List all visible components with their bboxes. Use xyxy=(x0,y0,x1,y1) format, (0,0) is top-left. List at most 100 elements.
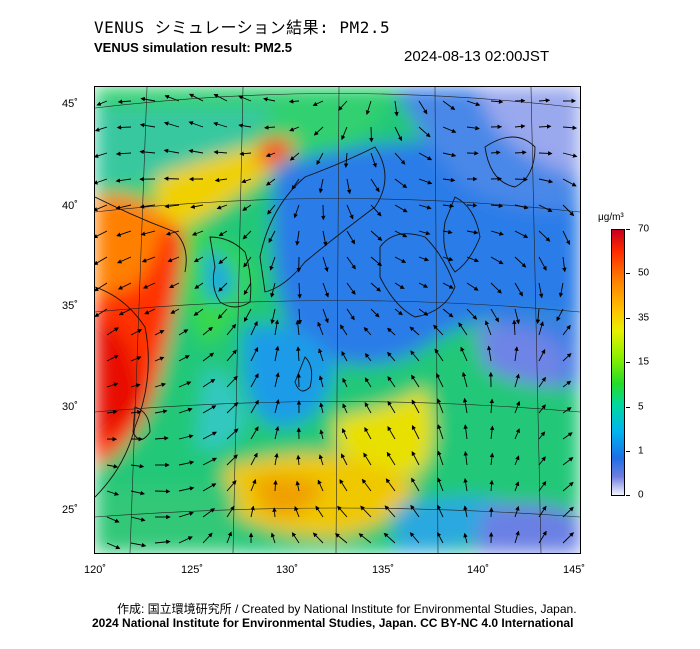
wind-arrow xyxy=(143,282,156,289)
wind-arrow xyxy=(562,532,574,544)
wind-arrow xyxy=(322,282,329,298)
wind-arrow xyxy=(243,256,252,268)
wind-arrow xyxy=(514,428,520,440)
wind-arrow xyxy=(106,382,119,388)
wind-arrow xyxy=(130,356,142,362)
wind-arrow xyxy=(489,425,495,440)
wind-arrow xyxy=(442,203,455,209)
wind-arrow xyxy=(418,152,433,161)
wind-arrow xyxy=(193,308,204,316)
wind-arrow xyxy=(272,507,277,518)
wind-arrow xyxy=(490,150,501,155)
wind-arrow xyxy=(562,380,572,388)
wind-arrow xyxy=(178,381,192,388)
wind-arrow xyxy=(106,409,118,415)
wind-arrow xyxy=(489,452,495,466)
wind-arrow xyxy=(538,124,552,129)
wind-arrow xyxy=(118,308,132,316)
wind-arrow xyxy=(466,256,479,263)
wind-arrow xyxy=(342,377,348,388)
wind-arrow xyxy=(489,398,495,414)
wind-arrow xyxy=(370,152,377,168)
wind-arrow xyxy=(394,126,403,142)
wind-arrow xyxy=(270,282,276,298)
wind-arrow xyxy=(394,230,408,238)
title-japanese: VENUS シミュレーション結果: PM2.5 xyxy=(94,18,391,37)
lat-label-25: 25˚ xyxy=(62,504,78,516)
wind-arrow xyxy=(394,178,408,189)
wind-arrow xyxy=(178,536,193,544)
wind-arrow xyxy=(385,478,396,492)
wind-arrow xyxy=(250,373,259,388)
wind-arrow xyxy=(346,178,352,195)
wind-arrow xyxy=(514,282,523,297)
wind-arrow xyxy=(466,230,479,235)
wind-arrow xyxy=(95,204,108,212)
wind-arrow xyxy=(556,308,564,322)
wind-arrow xyxy=(202,431,217,440)
colorbar-label-35: 35 xyxy=(638,312,650,324)
wind-arrow xyxy=(490,203,504,208)
wind-arrow xyxy=(387,426,396,440)
wind-arrow xyxy=(315,505,324,518)
wind-arrow xyxy=(178,355,190,362)
lon-label-120: 120˚ xyxy=(83,564,107,576)
wind-arrow xyxy=(322,256,329,273)
wind-arrow xyxy=(538,282,544,299)
wind-arrow xyxy=(202,532,213,544)
wind-arrow xyxy=(239,151,252,156)
wind-arrow xyxy=(178,329,189,336)
wind-arrow xyxy=(514,530,520,544)
lon-label-125: 125˚ xyxy=(180,564,204,576)
wind-arrow xyxy=(316,152,324,166)
wind-arrow xyxy=(514,124,526,129)
wind-arrow xyxy=(267,204,276,215)
wind-arrow xyxy=(144,308,156,315)
wind-arrow xyxy=(442,229,453,235)
wind-arrow xyxy=(394,282,405,289)
wind-arrow xyxy=(295,319,301,336)
wind-arrow xyxy=(340,453,348,466)
wind-arrow xyxy=(218,256,228,265)
wind-arrow xyxy=(538,376,546,388)
wind-arrow xyxy=(364,427,372,440)
wind-arrow xyxy=(387,327,396,336)
wind-arrow xyxy=(170,308,180,314)
wind-arrow xyxy=(291,532,300,544)
colorbar-label-70: 70 xyxy=(638,223,650,235)
wind-arrow xyxy=(387,351,396,362)
wind-arrow xyxy=(562,324,571,336)
wind-arrow xyxy=(418,204,432,210)
coastlines xyxy=(95,136,536,498)
wind-arrow xyxy=(202,405,217,414)
wind-arrow xyxy=(95,178,108,185)
wind-arrow xyxy=(418,178,433,185)
wind-arrow xyxy=(289,152,300,161)
wind-arrow xyxy=(341,126,348,141)
wind-arrow xyxy=(178,511,194,518)
wind-arrow xyxy=(95,256,108,265)
wind-arrow xyxy=(562,457,574,466)
wind-arrow xyxy=(411,399,420,414)
wind-arrow xyxy=(411,425,420,440)
wind-arrow xyxy=(418,308,429,316)
wind-arrow xyxy=(178,460,195,466)
wind-arrow xyxy=(264,125,276,130)
wind-arrow xyxy=(117,256,132,264)
wind-arrow xyxy=(95,282,108,292)
wind-arrow xyxy=(291,178,300,190)
wind-arrow xyxy=(318,348,324,362)
wind-arrow xyxy=(189,93,204,102)
wind-arrow xyxy=(538,349,546,362)
wind-arrow xyxy=(115,151,132,156)
wind-arrow xyxy=(462,397,468,414)
wind-arrow xyxy=(250,426,259,440)
wind-arrow xyxy=(433,324,444,336)
wind-arrow xyxy=(418,230,431,236)
wind-arrow xyxy=(370,230,383,241)
wind-arrow xyxy=(538,480,547,492)
colorbar-label-50: 50 xyxy=(638,267,650,279)
colorbar-label-15: 15 xyxy=(638,356,650,368)
wind-arrow xyxy=(463,532,468,544)
wind-arrow xyxy=(95,152,108,158)
